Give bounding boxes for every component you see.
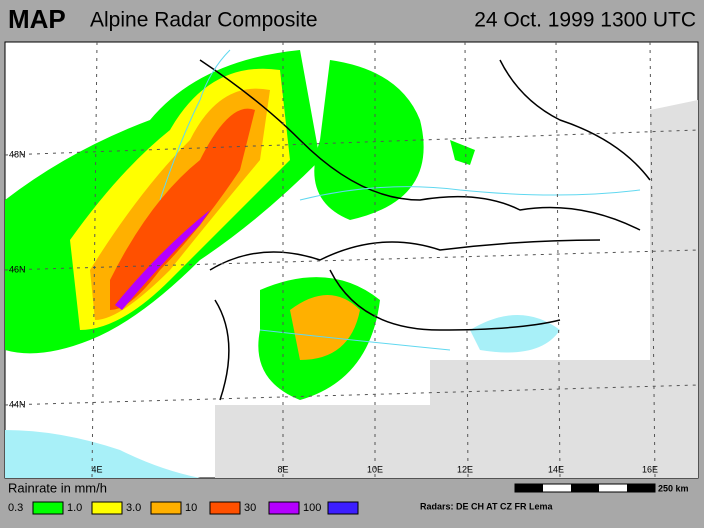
datetime: 24 Oct. 1999 1300 UTC — [474, 9, 696, 32]
graticule — [4, 41, 699, 479]
scale-bar — [514, 483, 656, 493]
legend-label: 0.3 — [8, 502, 23, 514]
lat-label: 46N — [9, 264, 26, 274]
legend-label: 30 — [244, 502, 256, 514]
legend-swatch — [150, 501, 182, 515]
lon-label: 12E — [457, 464, 473, 474]
legend-swatch — [268, 501, 300, 515]
borders — [199, 59, 651, 401]
radars: Radars: DE CH AT CZ FR Lema — [420, 501, 554, 511]
legend-title: Rainrate in mm/h — [8, 480, 107, 495]
scale-label: 250 km — [658, 483, 689, 493]
legend-label: 1.0 — [67, 502, 82, 514]
legend-swatch — [32, 501, 64, 515]
map: 48N 46N 44N 4E 8E 10E 12E 14E 16E — [4, 41, 699, 479]
title: Alpine Radar Composite — [90, 9, 318, 32]
legend-swatch — [209, 501, 241, 515]
lat-label: 48N — [9, 149, 26, 159]
brand: MAP — [8, 4, 66, 34]
legend-label: 3.0 — [126, 502, 141, 514]
legend-label: 100 — [303, 502, 321, 514]
lon-label: 10E — [367, 464, 383, 474]
lon-label: 16E — [642, 464, 658, 474]
lon-label: 4E — [91, 464, 102, 474]
lat-label: 44N — [9, 399, 26, 409]
lon-label: 14E — [548, 464, 564, 474]
lon-label: 8E — [277, 464, 288, 474]
legend-swatch — [327, 501, 359, 515]
rain — [5, 50, 475, 400]
rivers — [159, 49, 641, 351]
sea — [5, 430, 200, 478]
legend-label: 10 — [185, 502, 197, 514]
outside-area — [215, 100, 698, 478]
legend-swatch — [91, 501, 123, 515]
